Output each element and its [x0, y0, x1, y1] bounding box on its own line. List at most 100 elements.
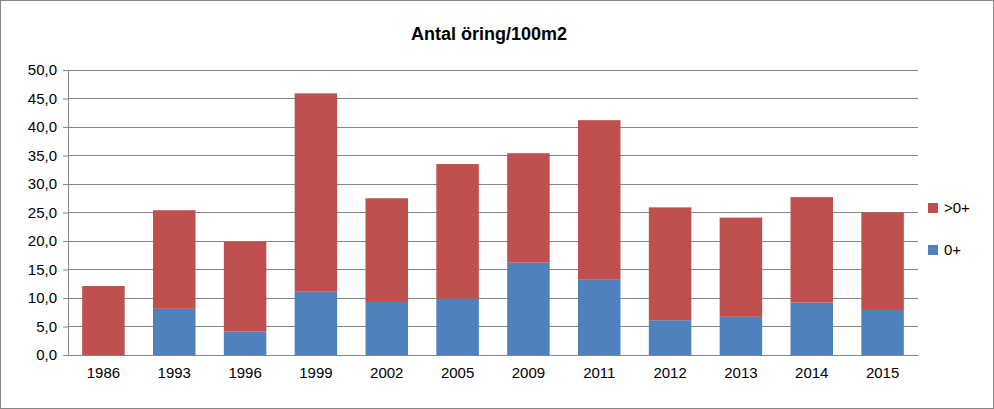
- y-tick-label: 0,0: [36, 346, 57, 363]
- y-tick-label: 25,0: [28, 204, 57, 221]
- bar: [153, 309, 196, 355]
- x-tick: 1986: [87, 355, 120, 381]
- grid-line: [68, 127, 918, 128]
- x-tick-label: 2015: [866, 364, 899, 381]
- bar: [295, 292, 338, 355]
- x-tick-label: 1999: [299, 364, 332, 381]
- bar: [82, 286, 125, 355]
- y-tick: 0,0: [36, 346, 68, 363]
- x-tick-label: 2005: [441, 364, 474, 381]
- bar: [861, 310, 904, 355]
- y-tick: 35,0: [28, 147, 68, 164]
- y-tick-mark: [63, 355, 68, 356]
- x-tick: 2015: [866, 355, 899, 381]
- y-tick-label: 20,0: [28, 232, 57, 249]
- y-tick: 45,0: [28, 90, 68, 107]
- y-tick: 50,0: [28, 61, 68, 78]
- y-tick: 5,0: [36, 318, 68, 335]
- bar: [295, 93, 338, 291]
- grid-line: [68, 184, 918, 185]
- bar: [720, 218, 763, 317]
- y-tick-mark: [63, 241, 68, 242]
- y-tick-mark: [63, 327, 68, 328]
- bar: [436, 299, 479, 355]
- grid-line: [68, 98, 918, 99]
- y-tick-mark: [63, 156, 68, 157]
- x-tick: 2013: [724, 355, 757, 381]
- x-axis: 1986 1993 1996 1999 2002 2005 2009 2011 2012 2013…: [69, 355, 919, 381]
- x-tick-label: 2009: [512, 364, 545, 381]
- x-tick-label: 1993: [158, 364, 191, 381]
- x-tick-label: 1986: [87, 364, 120, 381]
- legend-swatch: [928, 245, 938, 255]
- x-tick-label: 2012: [653, 364, 686, 381]
- chart-frame: [1, 1, 994, 409]
- y-tick: 15,0: [28, 261, 68, 278]
- bar: [649, 320, 692, 355]
- y-tick-mark: [63, 70, 68, 71]
- bar: [224, 332, 266, 355]
- chart: 0,0 5,0 10,0 15,0 20,0 25,0 30,0 35,0 40,0 45,0 50…: [0, 0, 994, 409]
- bar: [791, 197, 834, 302]
- y-tick-label: 5,0: [36, 318, 57, 335]
- y-tick: 40,0: [28, 118, 68, 135]
- y-axis: 0,0 5,0 10,0 15,0 20,0 25,0 30,0 35,0 40,0 45,0 50…: [28, 61, 69, 363]
- y-tick-mark: [63, 298, 68, 299]
- bar: [791, 303, 834, 355]
- y-tick: 25,0: [28, 204, 68, 221]
- y-tick-label: 15,0: [28, 261, 57, 278]
- grid: [68, 70, 918, 355]
- y-tick-mark: [63, 127, 68, 128]
- grid-line: [68, 155, 918, 156]
- bar: [436, 164, 479, 299]
- bars: [82, 93, 904, 355]
- plot: 0,0 5,0 10,0 15,0 20,0 25,0 30,0 35,0 40,0 45,0 50…: [28, 61, 919, 380]
- bar: [578, 120, 621, 280]
- legend-label: >0+: [944, 199, 970, 216]
- x-tick: 2009: [512, 355, 545, 381]
- y-tick-mark: [63, 99, 68, 100]
- bar: [720, 317, 763, 355]
- y-axis-line: [63, 71, 69, 356]
- x-tick-label: 1996: [228, 364, 261, 381]
- x-tick: 2002: [370, 355, 403, 381]
- y-tick-label: 10,0: [28, 289, 57, 306]
- bar: [224, 242, 266, 332]
- bar: [649, 207, 692, 320]
- y-tick: 20,0: [28, 232, 68, 249]
- legend: >0+ 0+: [928, 199, 970, 258]
- y-tick-mark: [63, 270, 68, 271]
- y-tick-label: 30,0: [28, 175, 57, 192]
- y-tick-mark: [63, 184, 68, 185]
- y-tick-label: 50,0: [28, 61, 57, 78]
- bar: [861, 213, 904, 310]
- bar: [366, 302, 409, 355]
- title: Antal öring/100m2: [411, 24, 567, 44]
- y-tick-label: 35,0: [28, 147, 57, 164]
- y-tick-label: 40,0: [28, 118, 57, 135]
- x-tick-label: 2013: [724, 364, 757, 381]
- y-tick-mark: [63, 213, 68, 214]
- x-tick: 2012: [653, 355, 686, 381]
- grid-line: [68, 70, 918, 71]
- y-tick: 10,0: [28, 289, 68, 306]
- x-tick: 1996: [228, 355, 261, 381]
- bar: [578, 280, 621, 355]
- x-tick-label: 2014: [795, 364, 828, 381]
- bar: [507, 153, 549, 262]
- x-tick: 2005: [441, 355, 474, 381]
- bar: [153, 210, 196, 309]
- bar-series: [82, 93, 904, 355]
- y-tick: 30,0: [28, 175, 68, 192]
- y-tick-label: 45,0: [28, 90, 57, 107]
- legend-label: 0+: [944, 241, 961, 258]
- x-axis-line: [69, 355, 919, 356]
- bar: [366, 198, 409, 302]
- x-tick: 2011: [583, 355, 615, 381]
- x-tick: 1999: [299, 355, 332, 381]
- x-tick: 1993: [158, 355, 191, 381]
- x-tick-label: 2002: [370, 364, 403, 381]
- x-tick: 2014: [795, 355, 828, 381]
- legend-swatch: [928, 203, 938, 213]
- x-tick-label: 2011: [583, 364, 615, 381]
